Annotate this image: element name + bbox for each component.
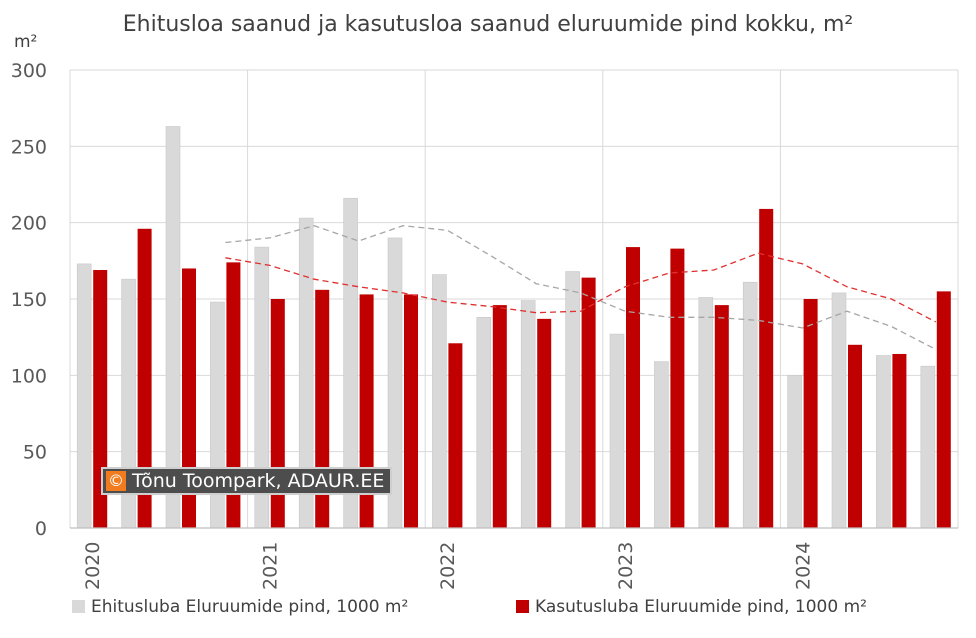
bar-ehitusluba [476,317,492,529]
x-tick-label: 2023 [615,542,637,590]
bar-ehitusluba [565,271,580,529]
copyright-watermark: © Tõnu Toompark, ADAUR.EE [101,467,393,495]
bar-kasutusluba [404,294,418,528]
bar-kasutusluba [581,277,596,528]
y-tick-label: 50 [23,442,47,464]
bars [76,126,951,529]
bar-kasutusluba [759,208,774,528]
legend-item-ehitusluba: Ehitusluba Eluruumide pind, 1000 m² [72,597,408,617]
bar-kasutusluba [448,343,463,528]
bar-kasutusluba [892,353,907,528]
bar-kasutusluba [714,305,729,528]
bar-kasutusluba [137,228,152,529]
chart-title: Ehitusloa saanud ja kasutusloa saanud el… [122,12,854,37]
bar-kasutusluba [626,247,640,529]
y-tick-label: 150 [11,289,47,311]
y-tick-label: 0 [35,518,47,540]
y-tick-label: 200 [11,213,47,235]
trendline-ehitusluba [225,225,937,350]
bar-ehitusluba [876,355,891,529]
y-axis-ticks: 0 50 100 150 200 250 300 [11,60,47,540]
bar-kasutusluba [492,305,507,528]
bar-ehitusluba [831,292,847,529]
y-axis-unit: m² [14,32,38,52]
bar-kasutusluba [226,262,241,528]
bar-ehitusluba [787,375,802,529]
bar-ehitusluba [920,365,936,529]
legend-item-kasutusluba: Kasutusluba Eluruumide pind, 1000 m² [516,597,867,617]
bar-kasutusluba [182,268,196,528]
bar-kasutusluba [936,291,951,528]
bar-ehitusluba [742,281,758,529]
legend-label-kasutusluba: Kasutusluba Eluruumide pind, 1000 m² [535,597,867,617]
trendline-kasutusluba [225,252,937,323]
gridlines [69,69,959,528]
bar-ehitusluba [520,300,536,529]
bar-ehitusluba [432,274,447,529]
x-tick-label: 2022 [437,542,459,590]
x-tick-label: 2024 [792,542,814,590]
y-tick-label: 300 [11,60,47,82]
bar-ehitusluba [698,297,714,529]
legend-label-ehitusluba: Ehitusluba Eluruumide pind, 1000 m² [91,597,409,617]
bar-ehitusluba [654,361,669,529]
bar-kasutusluba [803,299,818,528]
x-axis: 2020 2021 2022 2023 2024 [70,527,958,590]
x-tick-label: 2020 [82,542,104,590]
legend-swatch-kasutusluba [516,600,529,613]
bar-kasutusluba [93,269,108,528]
legend-swatch-ehitusluba [72,600,85,613]
watermark-text: Tõnu Toompark, ADAUR.EE [132,470,385,492]
bar-kasutusluba [848,344,862,528]
bar-ehitusluba [76,263,92,529]
x-tick-label: 2021 [260,542,282,590]
y-tick-label: 100 [11,365,47,387]
bar-kasutusluba [670,248,685,528]
bar-ehitusluba [609,333,625,529]
bar-kasutusluba [537,318,552,528]
trendlines [225,225,937,350]
legend: Ehitusluba Eluruumide pind, 1000 m² Kasu… [0,597,976,621]
y-tick-label: 250 [11,136,47,158]
copyright-icon: © [106,471,126,491]
